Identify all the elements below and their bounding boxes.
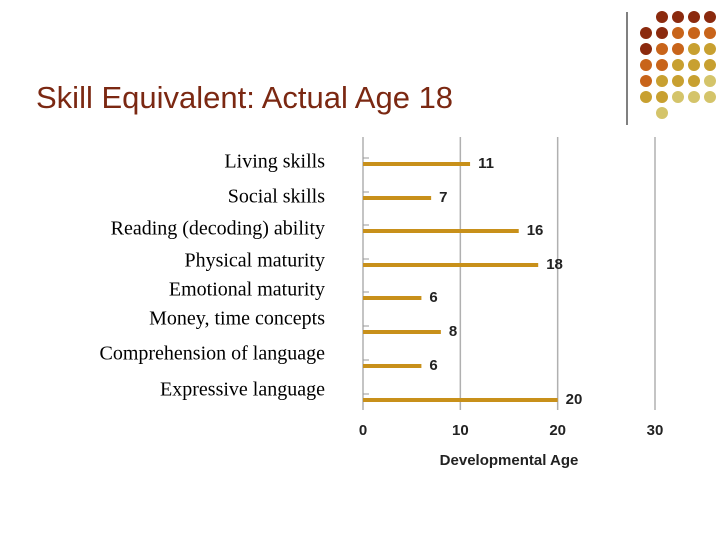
dot xyxy=(688,27,700,39)
dot xyxy=(640,75,652,87)
dot xyxy=(688,91,700,103)
dot xyxy=(688,75,700,87)
dot xyxy=(640,59,652,71)
chart: 0 10 20 30 Developmental Age Living skills 11 S… xyxy=(100,137,664,469)
dot xyxy=(640,27,652,39)
dot xyxy=(656,27,668,39)
dot-decoration xyxy=(640,11,716,119)
dot xyxy=(672,11,684,23)
dot xyxy=(672,27,684,39)
category-label: Living skills xyxy=(224,151,325,173)
bar xyxy=(363,162,471,166)
dot xyxy=(704,59,716,71)
data-label: 11 xyxy=(478,155,494,172)
data-label: 16 xyxy=(527,222,544,239)
dot xyxy=(672,75,684,87)
dot xyxy=(704,91,716,103)
dot xyxy=(640,43,652,55)
x-tick-label: 30 xyxy=(647,422,664,439)
dot xyxy=(656,43,668,55)
data-label: 18 xyxy=(546,256,563,273)
category-label: Expressive language xyxy=(160,379,325,401)
bar xyxy=(363,296,422,300)
bar xyxy=(363,196,432,200)
dot xyxy=(672,91,684,103)
dot xyxy=(656,91,668,103)
x-tick-label: 10 xyxy=(452,422,469,439)
dot xyxy=(688,11,700,23)
dot xyxy=(704,43,716,55)
dot xyxy=(704,11,716,23)
dot xyxy=(656,107,668,119)
dot xyxy=(688,59,700,71)
bar xyxy=(363,330,441,334)
dot xyxy=(656,59,668,71)
bar xyxy=(363,398,558,402)
category-label: Money, time concepts xyxy=(149,308,325,330)
bar xyxy=(363,263,539,267)
category-label: Emotional maturity xyxy=(169,279,325,301)
data-label: 6 xyxy=(429,357,437,374)
data-label: 20 xyxy=(566,391,583,408)
dot xyxy=(656,75,668,87)
category-label: Comprehension of language xyxy=(100,343,326,365)
bar xyxy=(363,364,422,368)
dot xyxy=(704,27,716,39)
dot xyxy=(672,43,684,55)
dot xyxy=(688,43,700,55)
dot xyxy=(640,91,652,103)
x-axis-label: Developmental Age xyxy=(440,452,579,469)
data-label: 8 xyxy=(449,323,457,340)
dot xyxy=(672,59,684,71)
x-tick-label: 0 xyxy=(359,422,367,439)
data-label: 7 xyxy=(439,189,447,206)
category-label: Reading (decoding) ability xyxy=(111,218,325,240)
bar xyxy=(363,229,519,233)
data-label: 6 xyxy=(429,289,437,306)
chart-title: Skill Equivalent: Actual Age 18 xyxy=(36,80,453,115)
dot xyxy=(704,75,716,87)
dot xyxy=(656,11,668,23)
x-tick-label: 20 xyxy=(549,422,566,439)
category-label: Physical maturity xyxy=(184,250,325,272)
category-label: Social skills xyxy=(228,186,325,208)
